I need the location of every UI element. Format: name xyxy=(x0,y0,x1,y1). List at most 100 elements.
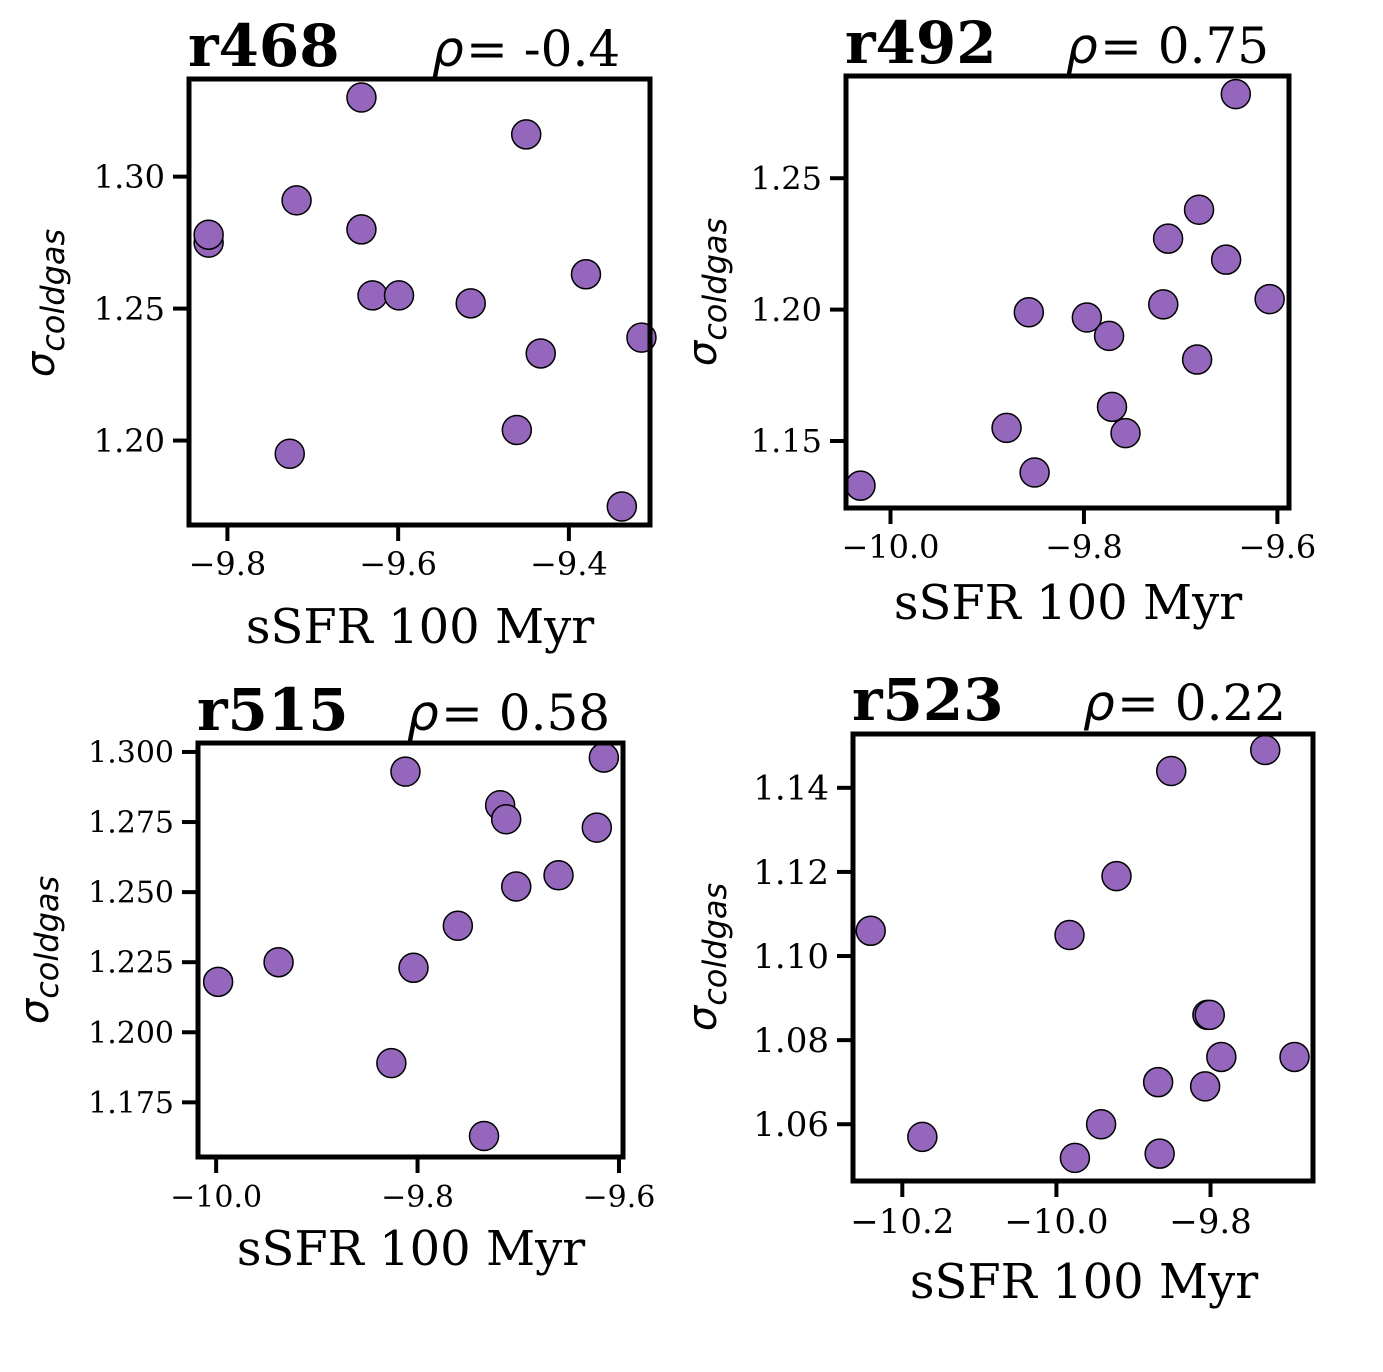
data-point xyxy=(501,414,533,446)
rho-symbol: ρ xyxy=(432,20,464,78)
plot-frame xyxy=(843,73,1292,511)
data-point xyxy=(281,185,312,216)
data-point xyxy=(1189,1071,1221,1102)
data-points xyxy=(202,742,620,1152)
data-point xyxy=(383,280,415,311)
data-point xyxy=(398,952,429,984)
plot-frame xyxy=(195,740,626,1160)
panel-title: r523 xyxy=(852,666,1004,734)
panel-title: r515 xyxy=(197,676,349,744)
data-point xyxy=(510,119,542,150)
data-points xyxy=(193,82,657,522)
data-point xyxy=(1183,194,1215,226)
y-tick-label: 1.25 xyxy=(94,290,165,328)
data-point xyxy=(346,214,377,245)
data-point xyxy=(1101,860,1132,892)
data-point xyxy=(855,915,886,947)
ticks: −10.0 −9.8 −9.6 1.175 1.200 1.225 1.250 1.275 1.… xyxy=(88,735,655,1215)
data-point xyxy=(570,259,602,290)
data-point xyxy=(606,491,638,522)
x-tick-label: −9.6 xyxy=(583,1180,656,1215)
y-axis-label: σcoldgas xyxy=(680,218,734,366)
ticks: −10.0 −9.8 −9.6 1.15 1.20 1.25 xyxy=(751,159,1316,566)
x-axis-label: sSFR 100 Myr xyxy=(910,1254,1258,1310)
data-point xyxy=(991,412,1022,444)
x-tick-label: −10.0 xyxy=(170,1180,262,1215)
rho-value: = 0.58 xyxy=(441,684,610,742)
data-point xyxy=(1181,344,1213,375)
data-point xyxy=(376,1047,407,1079)
rho-symbol: ρ xyxy=(407,684,439,742)
data-point xyxy=(1054,919,1085,951)
x-axis-label: sSFR 100 Myr xyxy=(246,599,594,655)
data-point xyxy=(490,803,522,835)
x-tick-label: −9.6 xyxy=(1239,528,1317,566)
panel-r492: r492 ρ = 0.75 σcoldgas sSFR 100 Myr −10.… xyxy=(680,9,1316,631)
rho-value: = -0.4 xyxy=(466,20,620,78)
y-tick-label: 1.10 xyxy=(753,937,829,977)
data-point xyxy=(1220,78,1252,110)
y-axis-label-main: σ xyxy=(12,997,58,1024)
data-point xyxy=(357,280,388,311)
panel-r523: r523 ρ = 0.22 σcoldgas sSFR 100 Myr −10.… xyxy=(680,666,1316,1310)
data-point xyxy=(1013,296,1045,328)
data-point xyxy=(588,742,620,773)
rho-symbol: ρ xyxy=(1066,17,1098,75)
x-tick-label: −9.4 xyxy=(530,545,608,583)
y-tick-label: 1.14 xyxy=(753,769,829,809)
data-point xyxy=(263,946,294,978)
data-points xyxy=(855,734,1310,1174)
data-point xyxy=(390,756,421,787)
data-point xyxy=(907,1121,938,1153)
data-point xyxy=(1085,1108,1117,1140)
y-tick-label: 1.20 xyxy=(751,291,822,329)
y-axis-label: σcoldgas xyxy=(680,883,734,1031)
data-point xyxy=(543,860,574,891)
data-point xyxy=(1144,1138,1175,1169)
y-axis-label-main: σ xyxy=(680,339,726,366)
x-tick-label: −9.6 xyxy=(359,545,437,583)
data-point xyxy=(274,438,305,469)
data-point xyxy=(1155,755,1187,787)
y-tick-label: 1.08 xyxy=(753,1021,829,1061)
y-tick-label: 1.275 xyxy=(88,806,174,841)
data-points xyxy=(845,78,1285,501)
panel-title: r468 xyxy=(188,12,340,80)
x-tick-label: −10.0 xyxy=(1004,1202,1108,1242)
data-point xyxy=(1059,1142,1091,1174)
data-point xyxy=(1254,283,1285,315)
data-point xyxy=(1110,417,1141,449)
panel-r468: r468 ρ = -0.4 σcoldgas sSFR 100 Myr −9.8… xyxy=(18,12,657,655)
data-point xyxy=(1210,244,1242,275)
ticks: −9.8 −9.6 −9.4 1.20 1.25 1.30 xyxy=(94,158,608,583)
x-tick-label: −9.8 xyxy=(189,545,267,583)
data-point xyxy=(1279,1041,1310,1073)
y-tick-label: 1.25 xyxy=(751,159,822,197)
y-axis-label-sub: coldgas xyxy=(28,876,66,999)
data-point xyxy=(1142,1066,1174,1098)
y-axis-label-sub: coldgas xyxy=(34,229,72,352)
x-axis-label: sSFR 100 Myr xyxy=(237,1221,585,1277)
y-tick-label: 1.300 xyxy=(88,735,174,770)
data-point xyxy=(193,219,224,250)
y-tick-label: 1.175 xyxy=(88,1086,174,1121)
data-point xyxy=(346,82,377,113)
plot-frame xyxy=(850,731,1316,1184)
data-point xyxy=(1152,223,1184,254)
panel-r515: r515 ρ = 0.58 σcoldgas sSFR 100 Myr −10.… xyxy=(12,676,655,1277)
data-point xyxy=(1093,320,1125,352)
x-tick-label: −9.8 xyxy=(381,1180,454,1215)
data-point xyxy=(1071,302,1103,333)
data-point xyxy=(1096,391,1128,423)
x-axis-label: sSFR 100 Myr xyxy=(894,575,1242,631)
y-tick-label: 1.15 xyxy=(751,422,822,460)
x-tick-label: −9.8 xyxy=(1169,1202,1252,1242)
y-axis-label-sub: coldgas xyxy=(696,883,734,1006)
plot-frame xyxy=(186,76,653,528)
rho-value: = 0.22 xyxy=(1117,674,1286,732)
data-point xyxy=(1019,457,1050,488)
data-point xyxy=(202,966,234,998)
data-point xyxy=(1194,999,1226,1031)
y-tick-label: 1.06 xyxy=(753,1105,829,1145)
